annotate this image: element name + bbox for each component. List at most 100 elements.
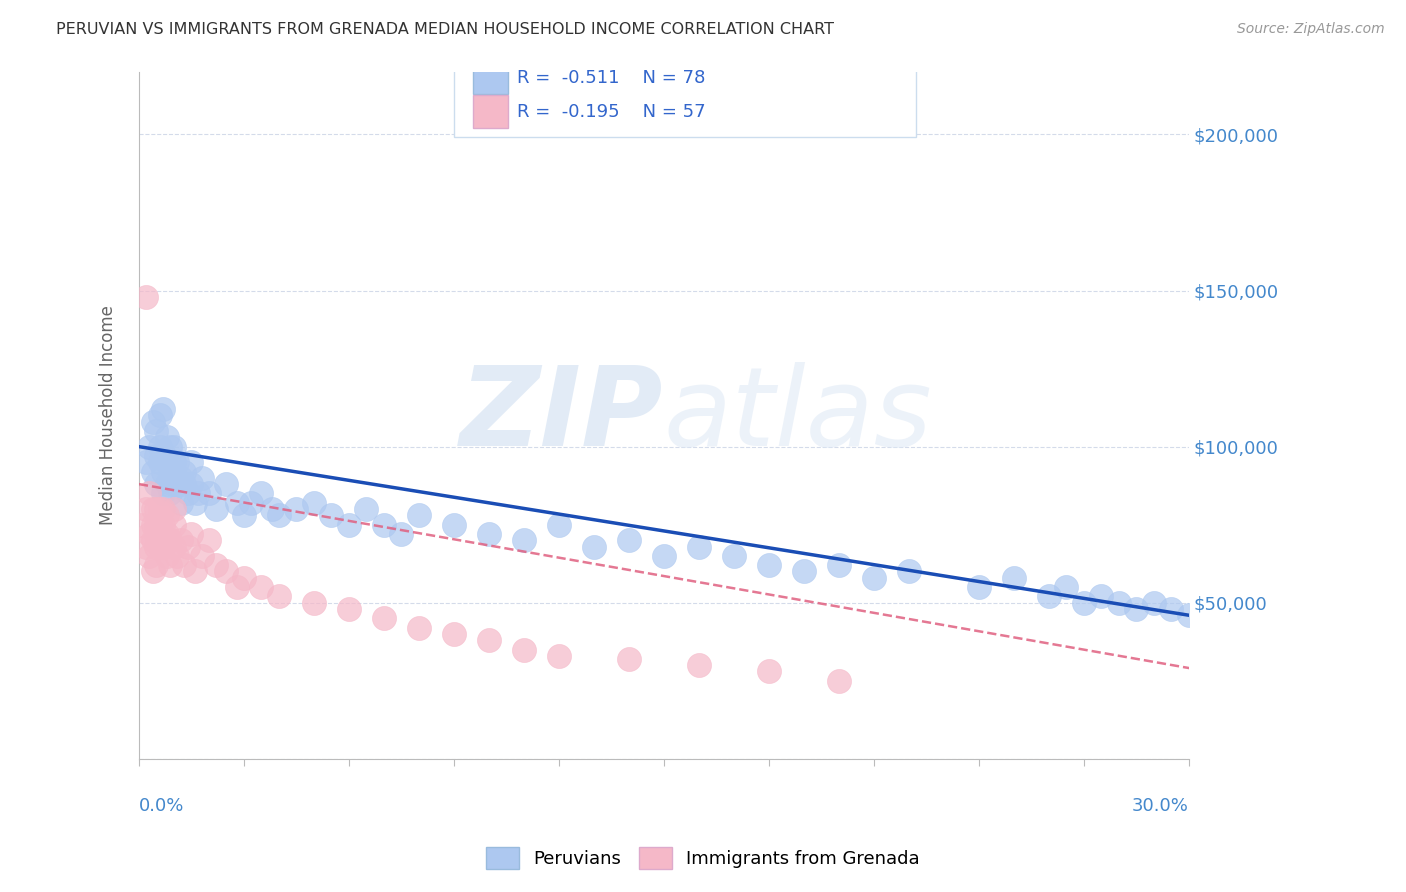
Point [652, 549, 675, 563]
Point [166, 549, 188, 563]
Point [173, 465, 195, 479]
Point [1038, 590, 1060, 604]
Point [152, 402, 174, 417]
Point [827, 673, 849, 688]
Point [142, 502, 165, 516]
Point [688, 540, 710, 554]
Point [688, 658, 710, 673]
Point [1054, 580, 1077, 594]
Point [149, 502, 172, 516]
Point [1002, 571, 1025, 585]
Point [156, 527, 179, 541]
Point [443, 627, 465, 641]
Point [239, 496, 262, 510]
Point [1142, 596, 1164, 610]
Point [389, 527, 412, 541]
Text: R =  -0.511    N = 78: R = -0.511 N = 78 [517, 69, 706, 87]
Point [356, 502, 378, 516]
Point [250, 486, 273, 500]
Text: atlas: atlas [664, 362, 932, 469]
Point [260, 502, 283, 516]
Point [159, 440, 181, 454]
Point [152, 540, 174, 554]
Point [205, 502, 228, 516]
Text: PERUVIAN VS IMMIGRANTS FROM GRENADA MEDIAN HOUSEHOLD INCOME CORRELATION CHART: PERUVIAN VS IMMIGRANTS FROM GRENADA MEDI… [56, 22, 834, 37]
Point [337, 517, 360, 532]
Point [180, 455, 202, 469]
Point [198, 486, 221, 500]
Point [547, 648, 569, 663]
Point [267, 508, 290, 523]
Point [191, 549, 214, 563]
Point [166, 477, 188, 491]
Point [513, 533, 536, 548]
Point [302, 596, 325, 610]
Point [1160, 602, 1182, 616]
Point [1108, 596, 1130, 610]
Point [170, 533, 193, 548]
Point [156, 455, 179, 469]
Point [862, 571, 884, 585]
Point [723, 549, 745, 563]
Point [187, 486, 209, 500]
Point [267, 590, 290, 604]
Point [793, 565, 815, 579]
Point [617, 533, 640, 548]
Point [758, 665, 780, 679]
Point [138, 527, 160, 541]
Text: 0.0%: 0.0% [139, 797, 184, 814]
Point [250, 580, 273, 594]
Point [145, 540, 167, 554]
Point [177, 540, 200, 554]
Point [967, 580, 990, 594]
Point [897, 565, 920, 579]
Point [373, 517, 395, 532]
Point [302, 496, 325, 510]
Point [163, 502, 186, 516]
Text: R =  -0.195    N = 57: R = -0.195 N = 57 [517, 103, 706, 120]
Point [152, 502, 174, 516]
Point [163, 477, 186, 491]
Point [149, 527, 172, 541]
Point [163, 540, 186, 554]
Point [827, 558, 849, 573]
Point [232, 508, 254, 523]
Point [142, 415, 165, 429]
Point [142, 533, 165, 548]
Point [149, 440, 172, 454]
Point [159, 471, 181, 485]
Point [156, 549, 179, 563]
Point [177, 486, 200, 500]
Point [142, 517, 165, 532]
Point [173, 558, 195, 573]
Point [408, 621, 430, 635]
Point [142, 565, 165, 579]
Point [513, 642, 536, 657]
Point [135, 540, 157, 554]
Text: ZIP: ZIP [460, 362, 664, 469]
Point [337, 602, 360, 616]
Legend: Peruvians, Immigrants from Grenada: Peruvians, Immigrants from Grenada [477, 838, 929, 879]
Point [1125, 602, 1147, 616]
Point [145, 517, 167, 532]
Point [1177, 608, 1199, 623]
Point [138, 440, 160, 454]
Point [163, 440, 186, 454]
Point [156, 477, 179, 491]
FancyBboxPatch shape [472, 61, 509, 94]
Point [373, 611, 395, 625]
Point [232, 571, 254, 585]
Point [156, 508, 179, 523]
Point [443, 517, 465, 532]
Point [180, 477, 202, 491]
Point [145, 558, 167, 573]
Point [149, 455, 172, 469]
Point [156, 430, 179, 444]
Point [582, 540, 605, 554]
Point [145, 449, 167, 463]
Point [617, 652, 640, 666]
Point [1073, 596, 1095, 610]
Point [152, 517, 174, 532]
Point [215, 477, 238, 491]
Point [145, 527, 167, 541]
